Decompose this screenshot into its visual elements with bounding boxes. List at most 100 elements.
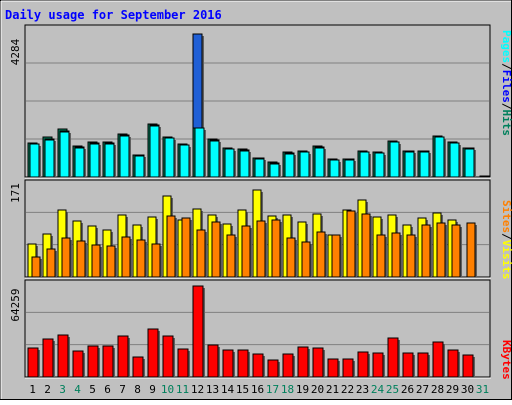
legend-top-text: Pages/Files/Hits [500,30,512,136]
x-tick-label: 2 [44,383,51,396]
bar-kbytes [462,354,474,378]
x-axis-labels: 1 2 3 4 5 6 7 8 9 10 11 12 13 14 15 16 17 18 19 20 21 22 23 24 2… [29,383,489,396]
legend-pages: Pages [500,30,512,63]
bar-files-cyan [29,143,40,178]
bar-files-cyan [359,151,370,178]
bar-files-cyan [329,159,340,178]
bar-files-cyan [479,175,490,178]
bar-kbytes [342,358,354,378]
x-tick-label: 13 [206,383,219,396]
bar-files-cyan [239,150,250,178]
x-tick-label: 20 [311,383,324,396]
x-tick-label: 19 [296,383,309,396]
bar-files-cyan [254,158,265,178]
bar-kbytes [282,353,294,378]
bar-sites [181,217,191,278]
bar-files-cyan [314,147,325,178]
bar-kbytes [297,346,309,378]
bar-sites [46,248,56,278]
x-tick-label: 21 [326,383,339,396]
x-tick-label: 3 [59,383,66,396]
ymax-label-middle: 171 [9,183,22,203]
bar-kbytes [72,350,84,378]
bar-files-cyan [74,147,85,178]
bar-files-cyan [224,148,235,178]
legend-kbytes: KBytes [500,340,512,380]
bar-kbytes [237,349,249,378]
bar-sites [271,219,281,278]
bar-kbytes [147,328,159,378]
bar-kbytes [177,348,189,378]
bar-files-cyan [179,144,190,178]
bar-kbytes [267,359,279,378]
bar-sites [76,240,86,278]
x-tick-label: 23 [356,383,369,396]
x-tick-label: 29 [446,383,459,396]
bar-sites [61,237,71,278]
x-tick-label: 8 [134,383,141,396]
chart-title: Daily usage for September 2016 [5,8,222,22]
bar-sites [421,224,431,278]
bar-sites [196,229,206,278]
x-tick-label: 30 [461,383,474,396]
bar-hits-peak [192,33,203,129]
bar-sites [406,234,416,278]
x-tick-label: 12 [191,383,204,396]
bar-sites [346,210,356,278]
bar-files-cyan [299,151,310,178]
legend-hits: Hits [500,110,512,137]
bar-sites [286,237,296,278]
x-tick-label: 9 [149,383,156,396]
bar-files-cyan [209,140,220,178]
x-tick-label: 16 [251,383,264,396]
bar-kbytes [357,351,369,378]
chart-bars [27,33,490,378]
x-tick-label: 27 [416,383,429,396]
x-tick-label: 4 [74,383,81,396]
x-tick-label: 25 [386,383,399,396]
x-tick-label: 22 [341,383,354,396]
ymax-label-top: 4284 [9,38,22,65]
bar-sites [226,234,236,278]
x-tick-label: 17 [266,383,279,396]
bar-kbytes [417,352,429,378]
bar-files-cyan [374,152,385,178]
bar-sites [31,256,41,278]
legend-middle-text: Sites/Visits [500,200,512,280]
x-tick-label: 1 [29,383,36,396]
x-tick-label: 26 [401,383,414,396]
bar-sites [466,222,476,278]
bar-files-cyan [104,143,115,178]
bar-files-cyan [134,155,145,178]
bar-sites [436,222,446,278]
legend-visits: Visits [500,240,512,280]
bar-files-cyan [389,141,400,178]
bar-files-cyan [419,151,430,178]
bar-sites [301,241,311,278]
bar-kbytes [402,352,414,378]
bar-files-cyan [59,131,70,178]
bar-files-cyan [89,143,100,178]
bar-sites [391,232,401,278]
bar-kbytes [192,285,204,378]
bar-sites [166,215,176,278]
bar-files-cyan [434,136,445,178]
bar-files-cyan [344,159,355,178]
bar-files-cyan [464,148,475,178]
bar-files-cyan [149,125,160,178]
bar-files-cyan [164,137,175,178]
bar-files-cyan [194,127,205,178]
x-tick-label: 28 [431,383,444,396]
bar-files-cyan [449,142,460,178]
bar-sites [361,213,371,278]
bar-files-cyan [404,151,415,178]
bar-sites [376,234,386,278]
bar-sites [256,220,266,278]
legend-files: Files [500,70,512,103]
x-tick-label: 5 [89,383,96,396]
bar-files-cyan [284,153,295,178]
bar-kbytes [27,347,39,378]
bar-kbytes [57,334,69,378]
